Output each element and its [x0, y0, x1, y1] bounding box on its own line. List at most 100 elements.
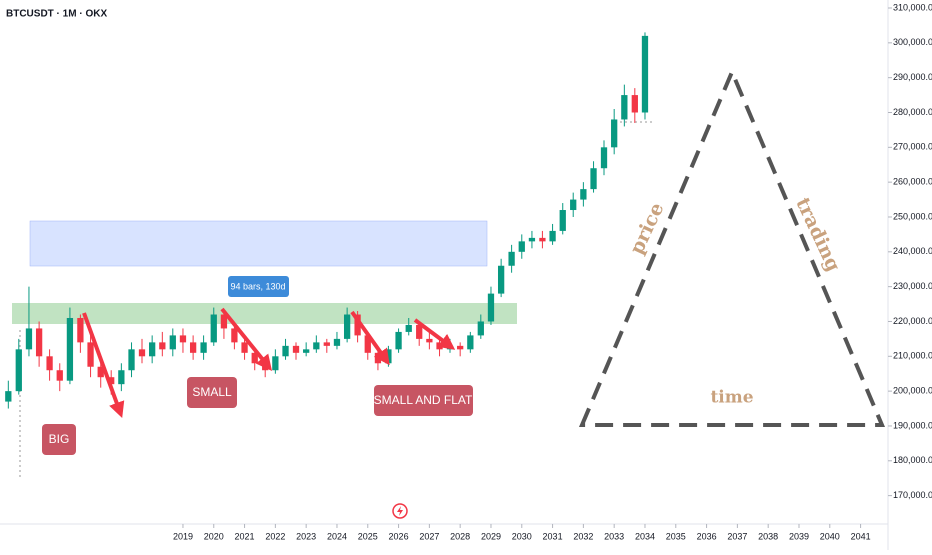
- y-tick-label: 260,000.0: [893, 177, 932, 187]
- candle-body: [15, 349, 22, 392]
- x-tick-label: 2033: [604, 531, 624, 541]
- x-tick-label: 2040: [820, 531, 840, 541]
- candle-body: [189, 342, 197, 353]
- candle-body: [159, 342, 166, 350]
- candle-body: [559, 210, 566, 231]
- candle-body: [621, 95, 628, 120]
- y-tick-label: 280,000.0: [893, 107, 932, 117]
- candle-body: [108, 377, 115, 385]
- candle-body: [395, 331, 402, 350]
- x-tick-label: 2022: [265, 531, 285, 541]
- candle-body: [5, 391, 12, 402]
- x-tick-label: 2032: [573, 531, 593, 541]
- candle-body: [631, 95, 638, 113]
- y-tick-label: 180,000.0: [893, 455, 932, 465]
- candle-body: [467, 335, 474, 350]
- x-tick-label: 2038: [758, 531, 778, 541]
- y-tick-label: 310,000.0: [893, 2, 932, 12]
- y-tick-label: 200,000.0: [893, 386, 932, 396]
- candle-body: [497, 265, 505, 294]
- candle-body: [343, 314, 351, 339]
- candle-body: [313, 342, 320, 350]
- candle-body: [138, 349, 146, 357]
- candle-body: [179, 335, 187, 343]
- candle-body: [66, 317, 74, 381]
- x-tick-label: 2041: [851, 531, 871, 541]
- candle-body: [354, 314, 361, 336]
- candle-body: [35, 328, 43, 357]
- candle-body: [528, 237, 536, 242]
- candle-body: [477, 321, 484, 336]
- y-tick-label: 290,000.0: [893, 72, 932, 82]
- candles: [5, 32, 649, 409]
- candle-body: [600, 147, 608, 169]
- x-tick-label: 2036: [697, 531, 717, 541]
- green-zone: [12, 303, 517, 324]
- annotation: time: [710, 388, 753, 408]
- candle-body: [580, 189, 587, 200]
- x-tick-label: 2021: [235, 531, 255, 541]
- annotation: SMALL: [192, 385, 232, 399]
- chart-title: BTCUSDT · 1M · OKX: [6, 9, 107, 20]
- y-tick-label: 240,000.0: [893, 246, 932, 256]
- y-tick-label: 210,000.0: [893, 351, 932, 361]
- x-tick-label: 2028: [450, 531, 470, 541]
- candle-body: [97, 366, 104, 378]
- arrows: [82, 307, 456, 419]
- annotation: trading: [791, 194, 844, 275]
- candle-body: [128, 349, 135, 371]
- y-tick-label: 220,000.0: [893, 316, 932, 326]
- candle-body: [220, 314, 228, 329]
- label-box: [42, 424, 76, 455]
- candle-body: [282, 345, 289, 357]
- candle-body: [436, 342, 443, 350]
- x-tick-label: 2023: [296, 531, 316, 541]
- candle-body: [231, 328, 238, 343]
- x-tick-label: 2035: [666, 531, 686, 541]
- x-tick-label: 2025: [358, 531, 378, 541]
- candle-body: [77, 317, 84, 343]
- y-tick-label: 230,000.0: [893, 281, 932, 291]
- candle-body: [251, 352, 258, 364]
- candle-body: [611, 119, 618, 148]
- y-tick-label: 190,000.0: [893, 420, 932, 430]
- x-tick-label: 2031: [543, 531, 563, 541]
- candle-body: [56, 370, 63, 381]
- candle-body: [518, 241, 525, 252]
- candle-body: [149, 342, 156, 357]
- candle-body: [364, 335, 371, 353]
- x-tick-label: 2030: [512, 531, 532, 541]
- candle-body: [539, 237, 546, 242]
- x-tick-label: 2019: [173, 531, 193, 541]
- triangle: [578, 66, 886, 427]
- x-tick-label: 2027: [419, 531, 439, 541]
- y-tick-label: 170,000.0: [893, 490, 932, 500]
- candle-body: [200, 342, 207, 353]
- y-tick-label: 250,000.0: [893, 211, 932, 221]
- candle-body: [641, 35, 649, 113]
- label-box: [228, 276, 289, 297]
- label-box: [187, 377, 237, 408]
- x-tick-label: 2039: [789, 531, 809, 541]
- annotation: price: [626, 199, 669, 257]
- candle-body: [210, 314, 217, 343]
- candle-body: [292, 345, 300, 353]
- x-tick-label: 2026: [389, 531, 409, 541]
- candle-body: [118, 370, 125, 385]
- label-box: [374, 385, 473, 416]
- x-tick-label: 2020: [204, 531, 224, 541]
- candle-body: [549, 230, 556, 242]
- candle-body: [25, 328, 33, 350]
- lightning-icon: [392, 503, 408, 519]
- candle-body: [241, 342, 248, 353]
- candle-body: [457, 345, 464, 350]
- candle-body: [333, 338, 341, 346]
- candle-body: [385, 349, 392, 364]
- candle-body: [272, 356, 279, 371]
- candle-body: [405, 324, 412, 332]
- candle-body: [46, 356, 53, 371]
- candle-body: [416, 324, 423, 339]
- y-tick-label: 270,000.0: [893, 142, 932, 152]
- candle-body: [426, 338, 433, 343]
